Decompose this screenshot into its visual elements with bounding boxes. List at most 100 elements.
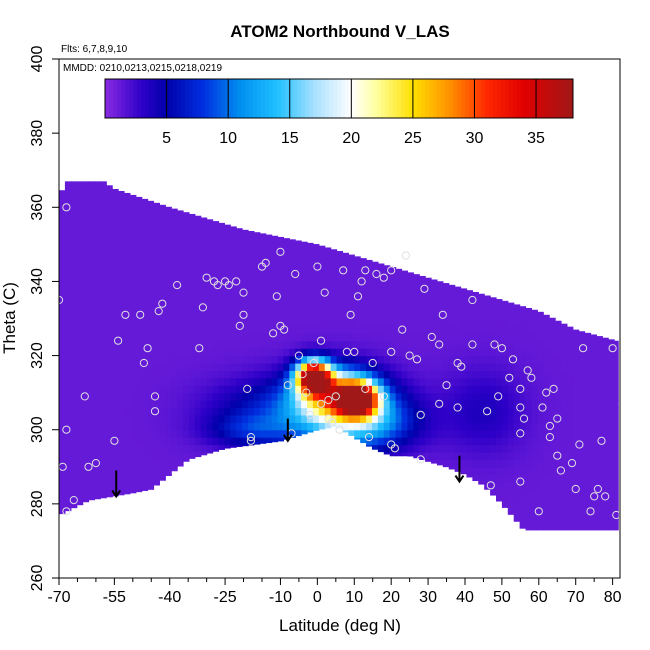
heatmap-cell — [501, 459, 509, 468]
heatmap-cell — [377, 407, 385, 416]
heatmap-cell — [295, 429, 302, 437]
heatmap-cell — [484, 355, 491, 364]
heatmap-cell — [118, 251, 125, 260]
heatmap-cell — [100, 407, 107, 416]
heatmap-cell — [165, 429, 172, 438]
heatmap-cell — [608, 370, 615, 379]
heatmap-cell — [112, 207, 119, 216]
heatmap-cell — [336, 296, 344, 305]
heatmap-cell — [70, 474, 78, 483]
heatmap-cell — [230, 325, 237, 334]
heatmap-cell — [584, 503, 592, 512]
heatmap-cell — [407, 288, 414, 297]
heatmap-cell — [490, 348, 497, 357]
colorbar-segment — [405, 79, 410, 118]
heatmap-cell — [425, 437, 432, 446]
colorbar-segment — [305, 79, 310, 118]
heatmap-cell — [537, 474, 544, 483]
heatmap-cell — [64, 496, 72, 505]
heatmap-cell — [312, 244, 320, 245]
heatmap-cell — [572, 329, 580, 334]
x-tick-label: -55 — [103, 589, 126, 606]
heatmap-cell — [188, 251, 196, 260]
heatmap-cell — [212, 370, 220, 379]
heatmap-cell — [206, 219, 214, 223]
heatmap-cell — [614, 466, 619, 475]
colorbar-segment — [413, 79, 418, 118]
heatmap-cell — [212, 244, 220, 253]
heatmap-cell — [596, 348, 603, 357]
heatmap-cell — [614, 348, 619, 357]
heatmap-cell — [76, 229, 84, 238]
heatmap-cell — [183, 303, 190, 312]
heatmap-cell — [531, 444, 538, 453]
heatmap-cell — [596, 340, 603, 349]
heatmap-cell — [212, 392, 220, 401]
heatmap-cell — [82, 288, 90, 297]
heatmap-cell — [236, 414, 243, 423]
heatmap-cell — [59, 325, 66, 334]
heatmap-cell — [295, 311, 302, 320]
heatmap-cell — [342, 348, 349, 357]
heatmap-cell — [171, 348, 178, 357]
heatmap-cell — [129, 362, 137, 371]
heatmap-cell — [147, 325, 155, 334]
heatmap-cell — [495, 377, 503, 386]
heatmap-cell — [513, 340, 521, 349]
heatmap-cell — [425, 422, 432, 431]
heatmap-cell — [259, 274, 267, 283]
heatmap-cell — [425, 370, 432, 379]
heatmap-cell — [555, 474, 562, 483]
heatmap-cell — [123, 437, 131, 446]
colorbar-segment — [513, 79, 518, 118]
heatmap-cell — [531, 459, 538, 468]
colorbar-segment — [385, 79, 390, 118]
heatmap-cell — [171, 288, 178, 297]
heatmap-cell — [289, 370, 296, 379]
heatmap-cell — [59, 214, 66, 223]
heatmap-cell — [407, 311, 414, 320]
heatmap-cell — [177, 407, 184, 416]
heatmap-cell — [301, 392, 308, 401]
heatmap-cell — [283, 238, 290, 245]
heatmap-cell — [442, 459, 450, 468]
heatmap-cell — [490, 481, 497, 490]
heatmap-cell — [566, 370, 574, 379]
heatmap-cell — [301, 296, 308, 305]
heatmap-cell — [295, 400, 302, 409]
heatmap-cell — [242, 259, 249, 268]
heatmap-cell — [141, 377, 149, 386]
heatmap-cell — [100, 318, 107, 327]
colorbar-segment — [485, 79, 490, 118]
heatmap-cell — [230, 444, 237, 448]
heatmap-cell — [94, 348, 101, 357]
heatmap-cell — [377, 377, 385, 386]
heatmap-cell — [602, 503, 609, 512]
heatmap-cell — [100, 199, 107, 208]
heatmap-cell — [230, 362, 237, 371]
heatmap-cell — [501, 325, 509, 334]
heatmap-cell — [371, 370, 379, 379]
heatmap-cell — [584, 466, 592, 475]
x-tick-label: 80 — [604, 589, 622, 606]
heatmap-cell — [371, 392, 379, 401]
heatmap-cell — [537, 437, 544, 446]
heatmap-cell — [106, 481, 113, 490]
heatmap-cell — [342, 325, 349, 334]
heatmap-cell — [94, 244, 101, 253]
heatmap-cell — [123, 274, 131, 283]
heatmap-cell — [212, 325, 220, 334]
heatmap-cell — [436, 451, 444, 460]
heatmap-cell — [141, 311, 149, 320]
heatmap-cell — [442, 444, 450, 453]
heatmap-cell — [106, 288, 113, 297]
heatmap-cell — [596, 370, 603, 379]
heatmap-cell — [531, 309, 538, 312]
heatmap-cell — [200, 362, 208, 371]
heatmap-cell — [436, 281, 444, 290]
heatmap-cell — [159, 229, 166, 238]
heatmap-cell — [253, 377, 261, 386]
heatmap-cell — [324, 377, 332, 386]
heatmap-cell — [507, 511, 515, 515]
heatmap-cell — [135, 355, 143, 364]
